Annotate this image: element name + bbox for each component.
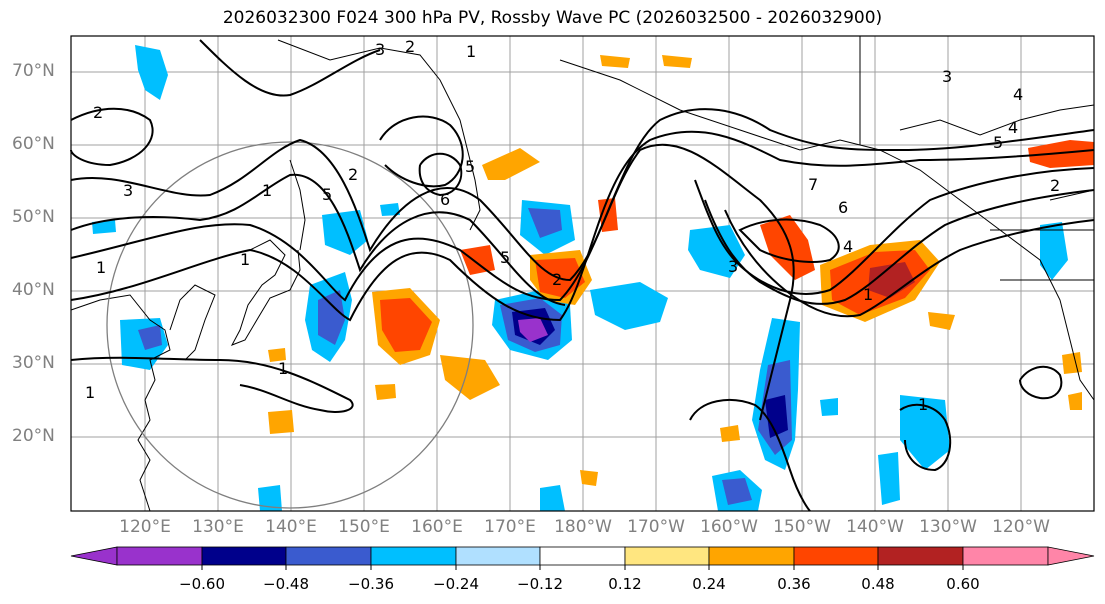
contour-label: 5 <box>465 157 475 176</box>
colorbar-tick-label: −0.24 <box>433 575 479 593</box>
map-frame <box>70 35 1095 512</box>
colorbar-tick-label: 0.60 <box>946 575 980 593</box>
colorbar-tick-label: 0.24 <box>692 575 726 593</box>
colorbar-tick-label: 0.48 <box>861 575 895 593</box>
contour-label: 1 <box>85 383 95 402</box>
contour-label: 3 <box>375 40 385 59</box>
lon-tick-label: 130°E <box>192 517 244 537</box>
radius-circle <box>106 141 474 509</box>
contour-label: 7 <box>808 175 818 194</box>
contour-label: 1 <box>863 285 873 304</box>
contour-label: 1 <box>278 359 288 378</box>
contour-label: 6 <box>440 190 450 209</box>
lon-tick-label: 120°E <box>119 517 171 537</box>
lat-tick-label: 50°N <box>12 207 55 227</box>
colorbar-tick-label: −0.48 <box>263 575 309 593</box>
lat-tick-label: 40°N <box>12 280 55 300</box>
lon-tick-label: 140°E <box>265 517 317 537</box>
lon-tick-label: 160°E <box>411 517 463 537</box>
contour-label: 1 <box>262 181 272 200</box>
pv-contours <box>70 39 1095 512</box>
lat-tick-label: 70°N <box>12 61 55 81</box>
lon-tick-label: 180°W <box>554 517 612 537</box>
colorbar-tick-marks <box>201 565 964 570</box>
colorbar-tick-label: −0.36 <box>348 575 394 593</box>
lon-tick-label: 170°W <box>627 517 685 537</box>
contour-label: 3 <box>123 181 133 200</box>
colorbar-tick-label: −0.60 <box>179 575 225 593</box>
lat-tick-label: 20°N <box>12 426 55 446</box>
colorbar-tick-label: 0.36 <box>777 575 811 593</box>
contour-label: 2 <box>1050 176 1060 195</box>
lat-tick-label: 30°N <box>12 353 55 373</box>
contour-label: 2 <box>405 37 415 56</box>
lon-tick-label: 130°W <box>919 517 977 537</box>
lon-tick-label: 150°W <box>773 517 831 537</box>
colorbar <box>70 546 1095 566</box>
contour-label: 1 <box>918 395 928 414</box>
contour-label: 4 <box>1008 118 1018 137</box>
contour-label: 3 <box>728 257 738 276</box>
contour-label: 4 <box>1013 85 1023 104</box>
contour-label: 5 <box>500 248 510 267</box>
colorbar-tick-label: −0.12 <box>517 575 563 593</box>
lat-tick-label: 60°N <box>12 134 55 154</box>
contour-label: 2 <box>552 270 562 289</box>
contour-label: 1 <box>240 250 250 269</box>
lon-tick-label: 160°W <box>700 517 758 537</box>
contour-label: 6 <box>838 198 848 217</box>
colorbar-tick-label: 0.12 <box>608 575 642 593</box>
lon-tick-label: 140°W <box>846 517 904 537</box>
lon-tick-label: 170°E <box>484 517 536 537</box>
contour-label: 1 <box>466 42 476 61</box>
contour-label: 5 <box>993 133 1003 152</box>
map-title: 2026032300 F024 300 hPa PV, Rossby Wave … <box>222 8 883 28</box>
contour-label: 3 <box>942 67 952 86</box>
contour-label: 4 <box>843 237 853 256</box>
contour-labels: 1 2 3 4 5 6 1 2 3 4 5 1 2 5 6 7 4 5 1 2 … <box>85 37 1060 414</box>
lon-tick-label: 120°W <box>992 517 1050 537</box>
contour-label: 1 <box>96 258 106 277</box>
contour-label: 2 <box>348 165 358 184</box>
contour-label: 2 <box>93 103 103 122</box>
contour-label: 5 <box>322 185 332 204</box>
lon-tick-label: 150°E <box>338 517 390 537</box>
pv-anomaly-fills <box>92 45 1094 511</box>
